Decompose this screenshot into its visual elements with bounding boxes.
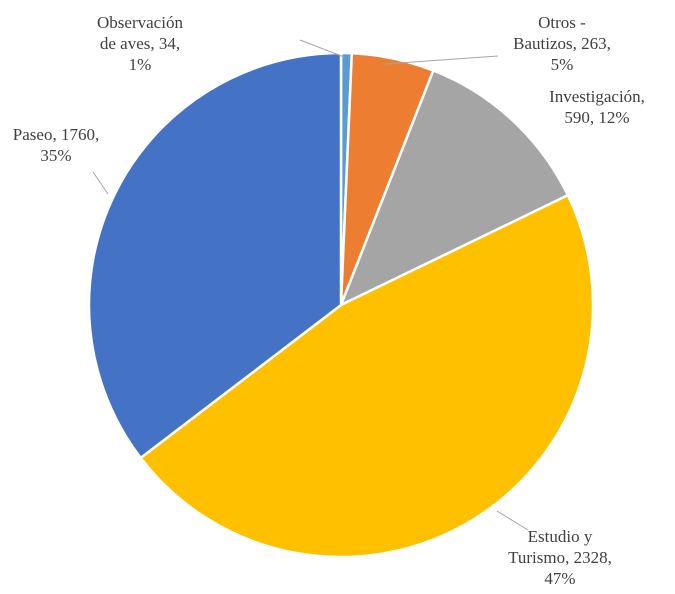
data-label-paseo: Paseo, 1760, 35%	[13, 125, 99, 165]
leader-line-estudio-y-turismo	[496, 510, 529, 531]
leader-lines	[92, 39, 529, 531]
pie-slice-estudio-y-turismo	[139, 194, 595, 559]
data-label-line: Observación	[97, 13, 183, 32]
data-label-line: Estudio y	[528, 527, 593, 546]
data-label-line: 1%	[129, 55, 152, 74]
pie-slice-paseo	[87, 51, 343, 460]
data-label-line: 35%	[40, 146, 71, 165]
data-label-line: de aves, 34,	[100, 34, 180, 53]
data-labels: Observación de aves, 34, 1% Otros - Bautizos…	[13, 13, 645, 588]
pie-slice-investigacion	[339, 69, 570, 307]
data-label-line: Investigación,	[549, 87, 645, 106]
data-label-otros-bautizos: Otros - Bautizos, 263, 5%	[513, 13, 611, 74]
leader-line-paseo	[92, 171, 109, 195]
pie-slices	[87, 51, 595, 559]
data-label-investigacion: Investigación, 590, 12%	[549, 87, 645, 127]
data-label-line: Paseo, 1760,	[13, 125, 99, 144]
data-label-observacion-de-aves: Observación de aves, 34, 1%	[97, 13, 183, 74]
data-label-line: 47%	[544, 569, 575, 588]
data-label-line: Bautizos, 263,	[513, 34, 611, 53]
data-label-line: 590, 12%	[564, 108, 629, 127]
data-label-line: Otros -	[538, 13, 586, 32]
data-label-line: 5%	[551, 55, 574, 74]
leader-line-otros-bautizos	[384, 55, 499, 65]
data-label-estudio-y-turismo: Estudio y Turismo, 2328, 47%	[508, 527, 612, 588]
leader-line-observacion-de-aves	[299, 39, 345, 58]
data-label-line: Turismo, 2328,	[508, 548, 612, 567]
